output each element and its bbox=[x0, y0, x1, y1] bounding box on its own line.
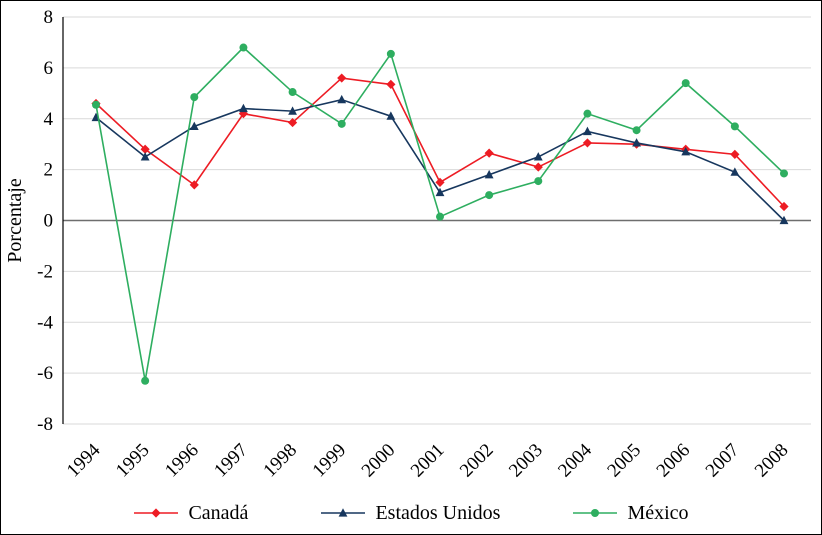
x-tick-label: 2005 bbox=[603, 440, 645, 481]
legend-sample-icon bbox=[134, 508, 179, 518]
marker-diamond-icon bbox=[484, 148, 494, 158]
y-tick-label: 8 bbox=[44, 7, 54, 28]
x-tick-label: 1996 bbox=[161, 440, 203, 481]
marker-circle-icon bbox=[436, 212, 444, 221]
y-tick-label: 2 bbox=[44, 160, 54, 181]
x-tick-label: 1995 bbox=[112, 440, 154, 481]
marker-diamond-icon bbox=[140, 144, 150, 154]
legend-sample-icon bbox=[573, 509, 618, 517]
marker-diamond-icon bbox=[533, 162, 543, 172]
marker-circle-icon bbox=[591, 509, 600, 517]
marker-circle-icon bbox=[141, 376, 150, 385]
series-line-0 bbox=[95, 77, 785, 208]
x-tick-label: 2004 bbox=[554, 439, 596, 481]
x-tick-label: 1997 bbox=[210, 440, 252, 481]
x-tick-label: 1999 bbox=[309, 440, 351, 481]
marker-diamond-icon bbox=[189, 180, 199, 190]
marker-circle-icon bbox=[780, 169, 788, 178]
marker-triangle-icon bbox=[337, 94, 347, 104]
marker-diamond-icon bbox=[435, 177, 445, 187]
chart-legend: Canadá Estados Unidos México bbox=[1, 488, 821, 534]
marker-circle-icon bbox=[534, 177, 543, 186]
marker-triangle-icon bbox=[239, 103, 248, 113]
marker-diamond-icon bbox=[337, 73, 347, 83]
y-tick-label: -8 bbox=[37, 414, 53, 435]
y-axis-title: Porcentaje bbox=[4, 178, 26, 263]
marker-diamond-icon bbox=[151, 508, 162, 518]
x-tick-label: 2008 bbox=[751, 440, 793, 481]
legend-label: Estados Unidos bbox=[375, 501, 501, 524]
marker-triangle-icon bbox=[140, 152, 150, 161]
marker-triangle-icon bbox=[730, 167, 740, 176]
marker-circle-icon bbox=[190, 93, 199, 102]
marker-diamond-icon bbox=[582, 138, 593, 148]
legend-item-mexico: México bbox=[572, 501, 689, 525]
marker-triangle-icon bbox=[533, 152, 543, 161]
legend-sample-icon bbox=[321, 508, 366, 517]
x-tick-label: 2007 bbox=[702, 440, 744, 481]
y-tick-label: -2 bbox=[37, 261, 53, 282]
x-tick-label: 2000 bbox=[358, 440, 400, 481]
x-tick-label: 1994 bbox=[63, 439, 105, 481]
legend-item-canada: Canadá bbox=[133, 502, 248, 525]
marker-circle-icon bbox=[337, 119, 346, 128]
marker-circle-icon bbox=[583, 109, 592, 118]
y-tick-label: 0 bbox=[44, 211, 54, 232]
marker-triangle-icon bbox=[632, 138, 641, 147]
marker-circle-icon bbox=[632, 126, 641, 135]
marker-diamond-icon bbox=[730, 149, 740, 159]
marker-triangle-icon bbox=[189, 121, 199, 130]
marker-triangle-icon bbox=[288, 106, 297, 115]
marker-circle-icon bbox=[485, 191, 494, 200]
x-tick-label: 2003 bbox=[505, 440, 547, 481]
y-tick-label: -4 bbox=[37, 312, 53, 333]
marker-circle-icon bbox=[681, 79, 690, 88]
marker-triangle-icon bbox=[583, 126, 592, 136]
x-tick-label: 1998 bbox=[259, 440, 301, 481]
y-tick-label: -6 bbox=[37, 363, 53, 384]
legend-item-estados-unidos: Estados Unidos bbox=[320, 502, 500, 525]
series-line-1 bbox=[95, 98, 785, 222]
marker-circle-icon bbox=[239, 43, 248, 52]
x-tick-label: 2002 bbox=[456, 440, 498, 481]
marker-diamond-icon bbox=[779, 201, 789, 212]
marker-diamond-icon bbox=[287, 117, 298, 128]
legend-label: Canadá bbox=[188, 501, 249, 524]
legend-label: México bbox=[627, 501, 689, 524]
marker-triangle-icon bbox=[681, 147, 691, 156]
marker-diamond-icon bbox=[386, 79, 396, 90]
marker-triangle-icon bbox=[339, 508, 348, 517]
marker-triangle-icon bbox=[779, 215, 789, 225]
x-tick-label: 2006 bbox=[653, 440, 695, 481]
marker-circle-icon bbox=[730, 122, 739, 131]
marker-circle-icon bbox=[288, 88, 297, 97]
marker-triangle-icon bbox=[484, 169, 494, 179]
y-tick-label: 4 bbox=[44, 109, 54, 130]
y-tick-label: 6 bbox=[44, 58, 54, 79]
marker-triangle-icon bbox=[435, 187, 445, 197]
marker-circle-icon bbox=[386, 49, 395, 58]
marker-triangle-icon bbox=[386, 111, 396, 120]
x-tick-label: 2001 bbox=[407, 440, 449, 481]
marker-circle-icon bbox=[92, 100, 100, 109]
